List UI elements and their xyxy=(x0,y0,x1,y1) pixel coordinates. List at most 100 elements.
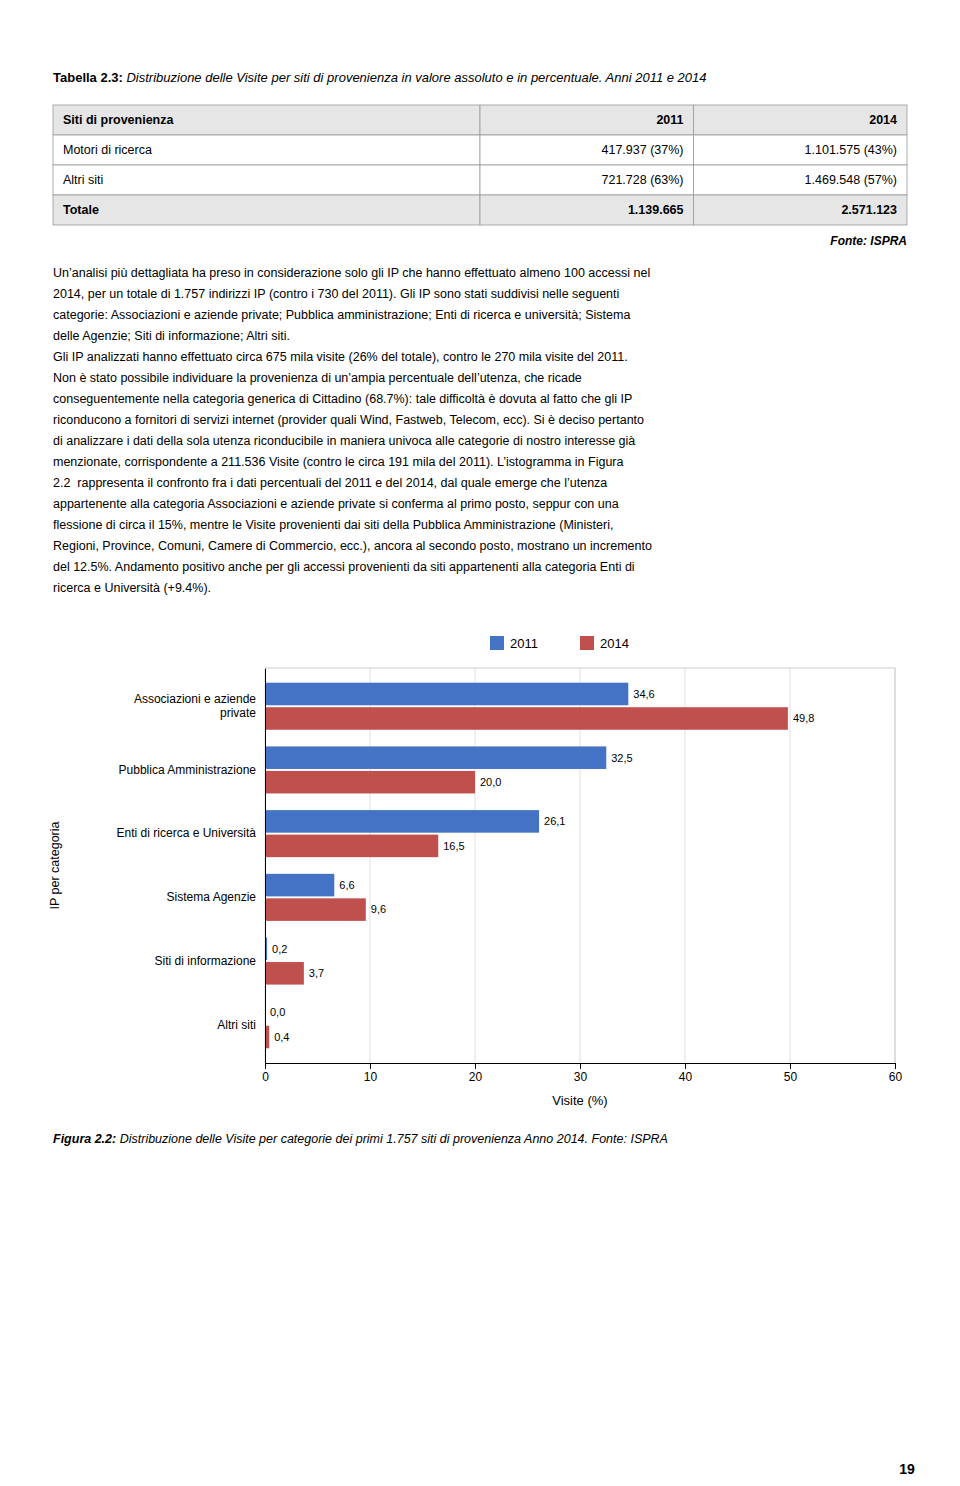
data-label: 0,2 xyxy=(272,943,287,955)
body-line: Gli IP analizzati hanno effettuato circa… xyxy=(53,350,628,364)
body-line: conseguentemente nella categoria generic… xyxy=(53,392,632,406)
legend-swatch xyxy=(490,636,504,650)
bar xyxy=(265,683,628,706)
x-tick: 10 xyxy=(364,1063,378,1084)
y-axis-line xyxy=(265,669,266,1064)
data-label: 32,5 xyxy=(611,752,632,764)
table-text: 721.728 (63%) xyxy=(601,173,683,187)
body-line: flessione di circa il 15%, mentre le Vis… xyxy=(53,518,613,532)
data-label: 3,7 xyxy=(309,967,324,979)
body-line: categorie: Associazioni e aziende privat… xyxy=(53,308,630,322)
y-tick-label-line: Associazioni e aziende xyxy=(134,692,256,706)
page-title-italic: Distribuzione delle Visite per siti di p… xyxy=(123,70,707,85)
y-tick: Sistema Agenzie xyxy=(167,890,257,904)
body-line: 2014, per un totale di 1.757 indirizzi I… xyxy=(53,287,619,301)
data-label: 0,0 xyxy=(270,1006,285,1018)
y-axis: Associazioni e aziendeprivate Pubblica Am… xyxy=(117,669,266,1064)
grid-line xyxy=(265,668,266,1063)
x-axis-title: Visite (%) xyxy=(552,1093,607,1108)
body-line: appartenente alla categoria Associazioni… xyxy=(53,497,619,511)
table-text: 1.101.575 (43%) xyxy=(805,143,897,157)
bar xyxy=(265,771,475,794)
table: Siti di provenienza20112014Motori di ric… xyxy=(53,105,907,225)
data-label: 9,6 xyxy=(371,903,386,915)
x-tick: 60 xyxy=(889,1063,903,1084)
table-text: 2014 xyxy=(869,113,897,127)
grid-line xyxy=(790,668,791,1063)
bar xyxy=(265,746,606,769)
page: Tabella 2.3: Distribuzione delle Visite … xyxy=(0,0,960,1486)
x-tick-mark xyxy=(685,1063,686,1069)
body-line: Regioni, Province, Comuni, Camere di Com… xyxy=(53,539,652,553)
data-label: 20,0 xyxy=(480,776,501,788)
x-tick-mark xyxy=(580,1063,581,1069)
y-tick-label: Sistema Agenzie xyxy=(167,890,257,904)
x-tick-label: 50 xyxy=(784,1070,798,1084)
grid xyxy=(265,668,895,1063)
table-cell xyxy=(694,195,908,225)
plot-frame xyxy=(265,668,895,669)
x-tick-label: 0 xyxy=(262,1070,269,1084)
bar xyxy=(265,835,438,858)
table-text: 1.469.548 (57%) xyxy=(805,173,897,187)
body-line: menzionate, corrispondente a 211.536 Vis… xyxy=(53,455,623,469)
table-text: Motori di ricerca xyxy=(63,143,152,157)
x-tick-mark xyxy=(370,1063,371,1069)
y-tick: Enti di ricerca e Università xyxy=(117,826,257,840)
legend: 20112014 xyxy=(490,636,629,651)
table-cell xyxy=(480,105,694,135)
page-number: 19 xyxy=(899,1461,915,1477)
y-tick: Siti di informazione xyxy=(155,954,257,968)
table-text: Altri siti xyxy=(63,173,103,187)
bar xyxy=(265,874,334,897)
x-tick-label: 10 xyxy=(364,1070,378,1084)
x-tick: 50 xyxy=(784,1063,798,1084)
table-cell xyxy=(53,105,480,135)
figure-caption-italic: Distribuzione delle Visite per categorie… xyxy=(116,1132,668,1146)
body-line: Non è stato possibile individuare la pro… xyxy=(53,371,582,385)
x-tick-label: 30 xyxy=(574,1070,588,1084)
y-tick-label-line: Pubblica Amministrazione xyxy=(119,763,257,777)
y-tick-label: Enti di ricerca e Università xyxy=(117,826,257,840)
data-label: 6,6 xyxy=(339,879,354,891)
y-tick-label: Associazioni e aziendeprivate xyxy=(134,692,256,720)
bar xyxy=(265,810,539,833)
x-tick-mark xyxy=(895,1063,896,1069)
y-tick-label: Pubblica Amministrazione xyxy=(119,763,257,777)
page-title-bold: Tabella 2.3: xyxy=(53,70,123,85)
x-tick-mark xyxy=(790,1063,791,1069)
data-label: 16,5 xyxy=(443,840,464,852)
x-tick: 0 xyxy=(262,1063,269,1084)
table-cell xyxy=(480,135,694,165)
table-cell xyxy=(53,165,480,195)
bar xyxy=(265,962,304,985)
y-tick: Pubblica Amministrazione xyxy=(119,763,257,777)
x-tick: 30 xyxy=(574,1063,588,1084)
x-tick-label: 40 xyxy=(679,1070,693,1084)
legend-label: 2014 xyxy=(600,636,629,651)
legend-swatch xyxy=(580,636,594,650)
data-label: 0,4 xyxy=(274,1031,289,1043)
body-text: Un’analisi più dettagliata ha preso in c… xyxy=(53,266,652,595)
y-tick: Associazioni e aziendeprivate xyxy=(134,692,256,720)
y-tick-label-line: private xyxy=(220,706,256,720)
x-axis-line xyxy=(266,1064,896,1070)
bars xyxy=(265,683,788,1049)
body-line: riconducono a fornitori di servizi inter… xyxy=(53,413,644,427)
bar xyxy=(265,898,366,921)
table-text: 2011 xyxy=(656,113,683,127)
table-text: Totale xyxy=(63,203,99,217)
y-axis-title: IP per categoria xyxy=(48,821,62,909)
data-labels: 34,632,526,16,60,20,049,820,016,59,63,70… xyxy=(270,688,814,1043)
bar xyxy=(265,707,788,730)
body-line: di analizzare i dati della sola utenza r… xyxy=(53,434,635,448)
x-tick-mark xyxy=(265,1063,266,1069)
chart: 34,632,526,16,60,20,049,820,016,59,63,70… xyxy=(48,636,902,1108)
figure-caption: Figura 2.2: Distribuzione delle Visite p… xyxy=(53,1132,668,1146)
table-cell xyxy=(694,165,908,195)
table-text: 1.139.665 xyxy=(628,203,684,217)
x-tick-mark xyxy=(475,1063,476,1069)
table-cell xyxy=(53,135,480,165)
grid-line xyxy=(895,668,896,1063)
x-tick-label: 20 xyxy=(469,1070,483,1084)
